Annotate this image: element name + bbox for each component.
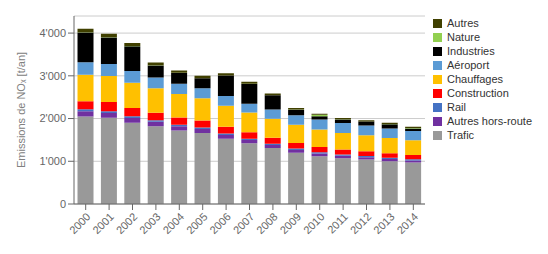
html-text:Autres hors-route: Autres hors-route [447, 115, 532, 127]
html-text:Autres: Autres [447, 17, 479, 29]
svg-text:2006: 2006 [207, 210, 233, 236]
svg-text:2009: 2009 [277, 210, 303, 236]
svg-text:2004: 2004 [160, 210, 186, 236]
svg-text:2011: 2011 [325, 210, 350, 235]
svg-text:2003: 2003 [137, 210, 163, 236]
svg-text:Emissions de NOₓ [t/an]: Emissions de NOₓ [t/an] [15, 52, 27, 168]
svg-text:2002: 2002 [114, 210, 140, 236]
svg-text:2007: 2007 [231, 210, 257, 236]
svg-text:2'000: 2'000 [39, 112, 66, 124]
html-text:Chauffages: Chauffages [447, 73, 504, 85]
html-text:Rail: Rail [447, 101, 466, 113]
html-text:Nature: Nature [447, 31, 480, 43]
svg-text:2013: 2013 [371, 210, 397, 236]
svg-text:2001: 2001 [90, 210, 116, 236]
svg-text:0: 0 [60, 198, 66, 210]
html-text:Industries: Industries [447, 45, 495, 57]
html-text:Trafic: Trafic [447, 129, 475, 141]
svg-text:2014: 2014 [394, 210, 420, 236]
svg-text:3'000: 3'000 [39, 70, 66, 82]
svg-text:2010: 2010 [301, 210, 327, 236]
svg-text:2012: 2012 [348, 210, 374, 236]
svg-text:2000: 2000 [67, 210, 93, 236]
svg-text:2005: 2005 [184, 210, 210, 236]
svg-text:2008: 2008 [254, 210, 280, 236]
svg-text:1'000: 1'000 [39, 155, 66, 167]
html-text:Aéroport: Aéroport [447, 59, 490, 71]
svg-text:4'000: 4'000 [39, 27, 66, 39]
html-text:Construction: Construction [447, 87, 509, 99]
